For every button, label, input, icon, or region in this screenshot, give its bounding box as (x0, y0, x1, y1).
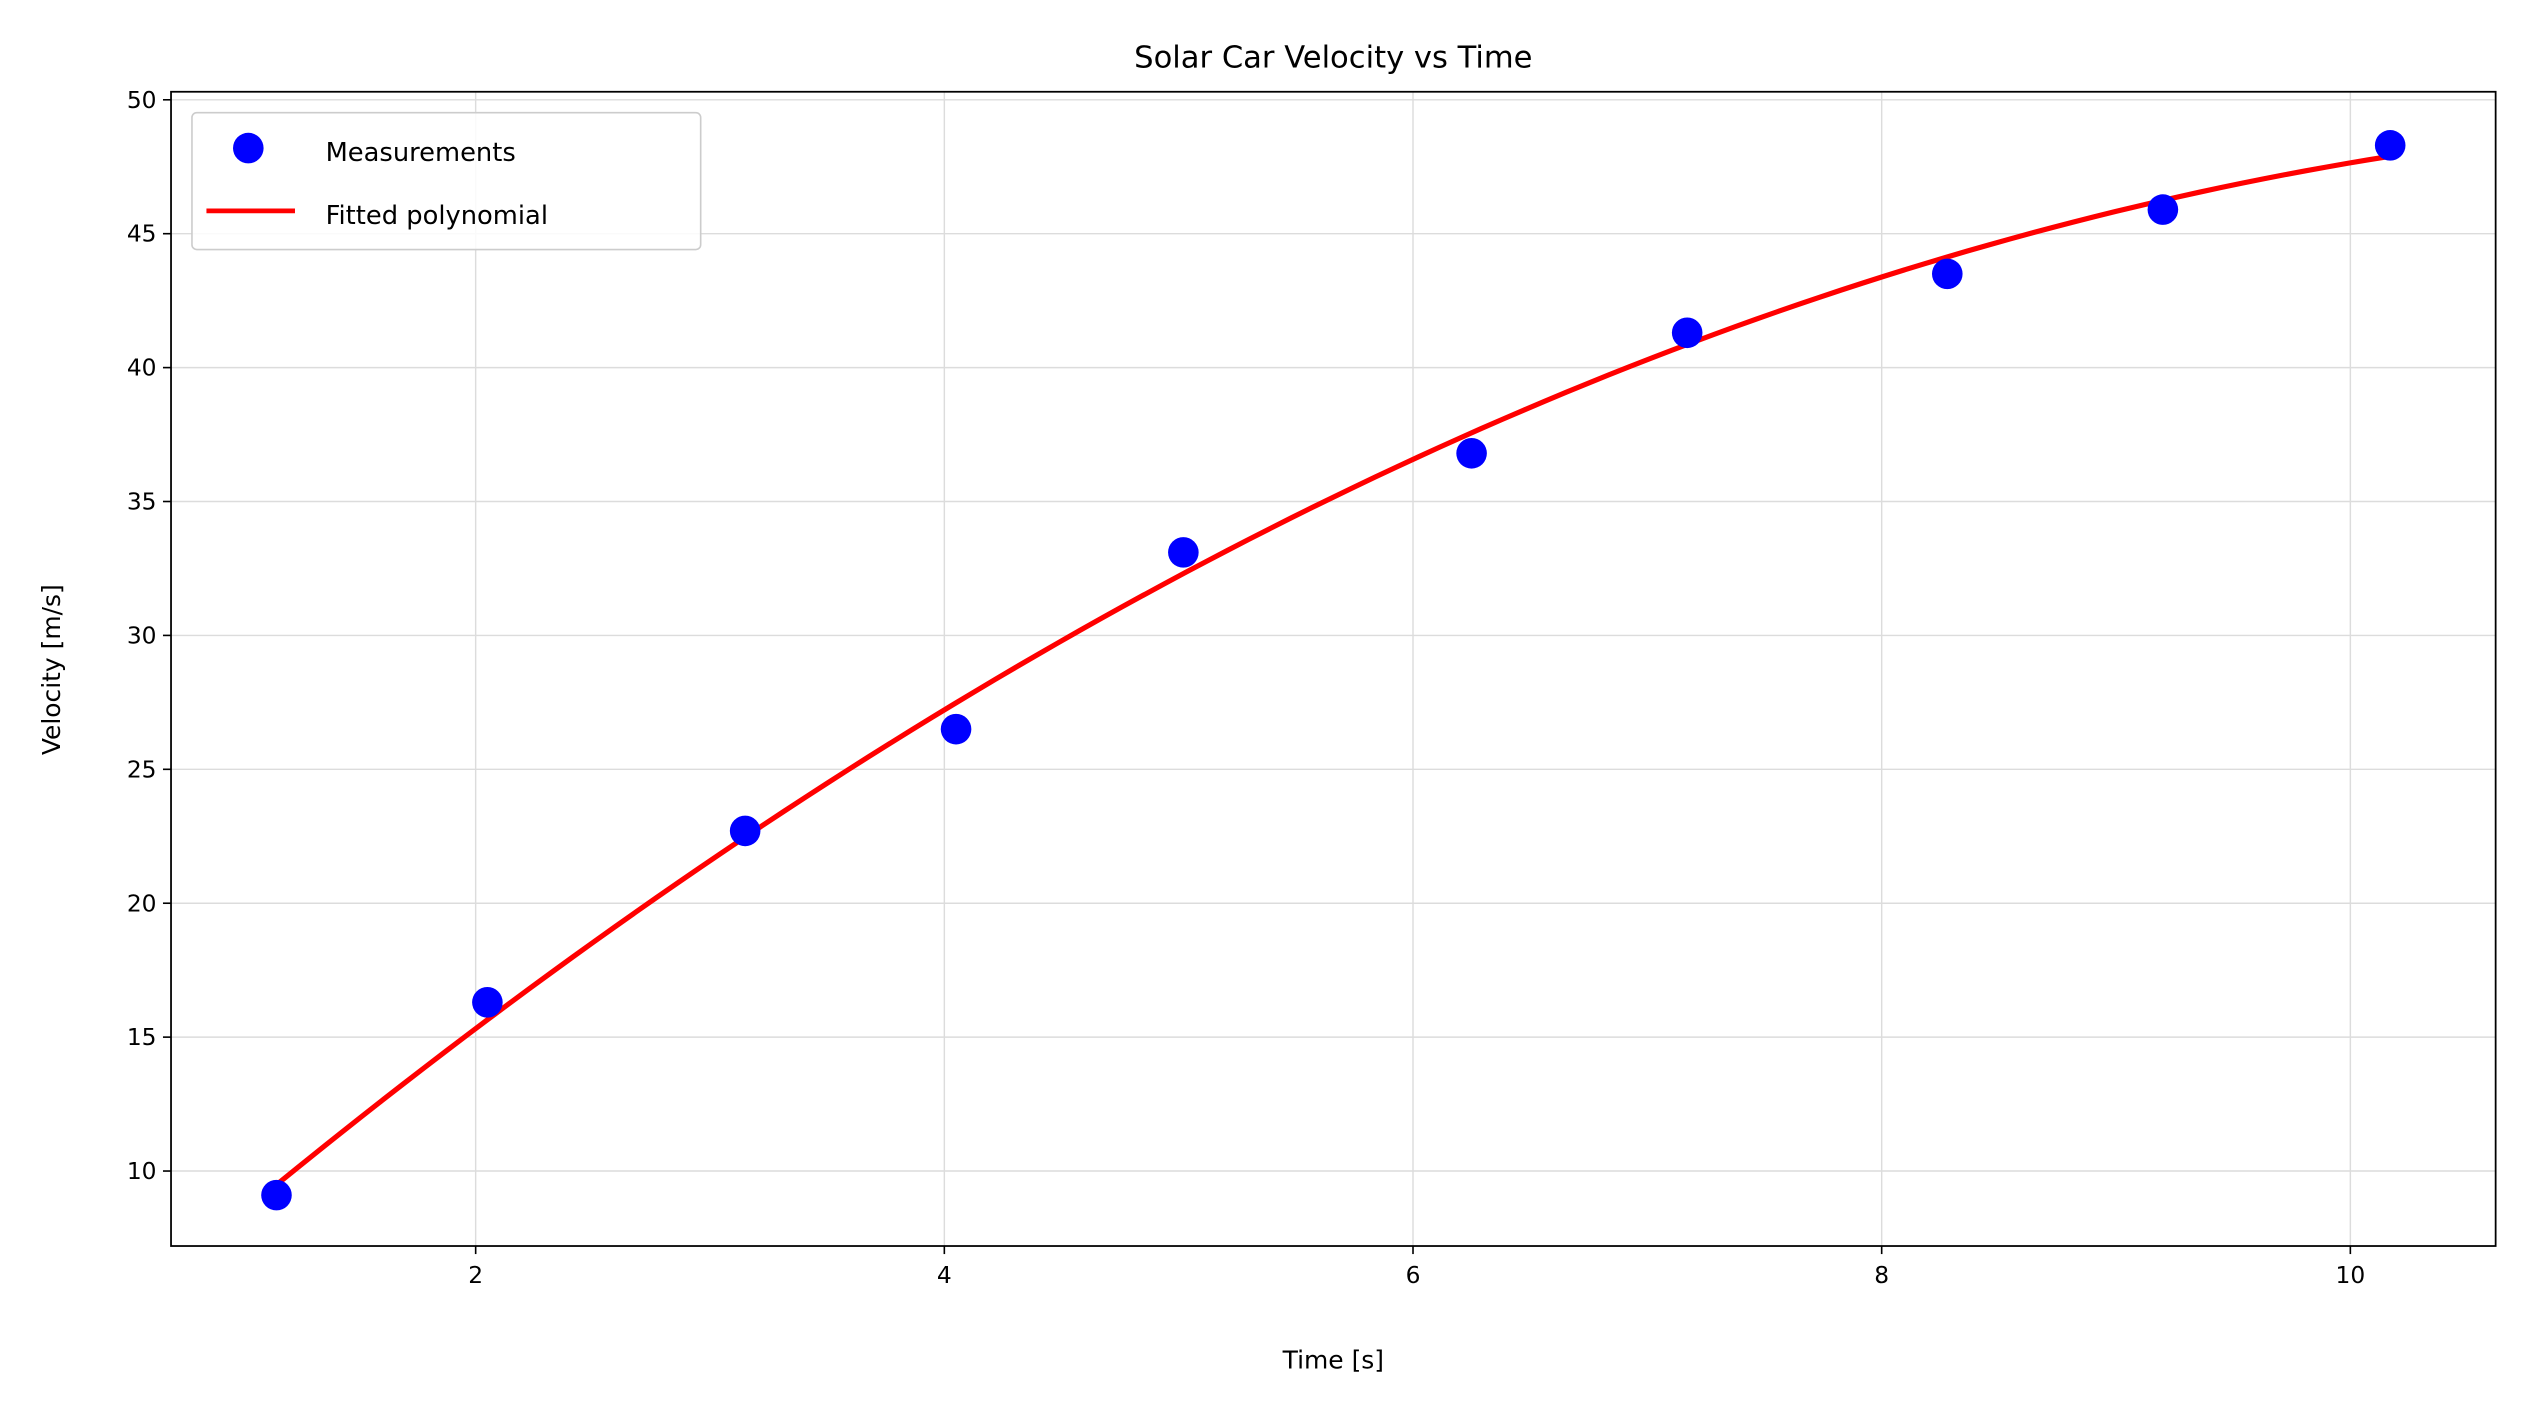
measurement-point (1168, 537, 1199, 568)
legend: Measurements Fitted polynomial (191, 111, 702, 251)
y-tick-label: 20 (127, 889, 157, 917)
y-axis-label: Velocity [m/s] (37, 584, 66, 755)
ticks: 2 4 6 8 10 10 15 20 25 30 35 40 45 50 (127, 86, 2365, 1289)
y-tick-label: 10 (127, 1157, 157, 1185)
chart-title: Solar Car Velocity vs Time (1134, 41, 1532, 76)
legend-label-measurements: Measurements (326, 138, 516, 168)
x-tick-label: 8 (1874, 1261, 1889, 1289)
measurement-point (1671, 317, 1703, 349)
x-tick-label: 4 (937, 1261, 952, 1289)
y-tick-label: 30 (127, 621, 157, 649)
fitted-polynomial-line (274, 153, 2391, 1187)
legend-label-fitted: Fitted polynomial (326, 201, 548, 231)
measurement-point (2147, 194, 2179, 225)
x-tick-label: 6 (1406, 1261, 1421, 1289)
measurement-point (2374, 130, 2406, 161)
y-tick-label: 40 (127, 354, 157, 382)
measurement-point (729, 815, 761, 847)
plot-marks (261, 130, 2406, 1211)
x-axis-label: Time [s] (1282, 1345, 1384, 1374)
y-tick-label: 45 (127, 220, 157, 248)
legend-box (191, 111, 702, 251)
y-tick-label: 15 (127, 1023, 157, 1051)
measurement-point (1931, 258, 1963, 290)
measurement-point (1456, 438, 1487, 469)
x-tick-label: 2 (468, 1261, 483, 1289)
grid (171, 91, 2496, 1247)
measurement-point (261, 1179, 292, 1211)
x-tick-label: 10 (2336, 1261, 2366, 1289)
legend-marker-measurements (233, 132, 264, 164)
y-tick-label: 50 (127, 86, 157, 114)
axes-frame (170, 90, 2497, 1247)
measurement-point (940, 713, 972, 745)
y-tick-label: 25 (127, 755, 157, 783)
y-tick-label: 35 (127, 488, 157, 516)
measurement-point (472, 987, 503, 1018)
